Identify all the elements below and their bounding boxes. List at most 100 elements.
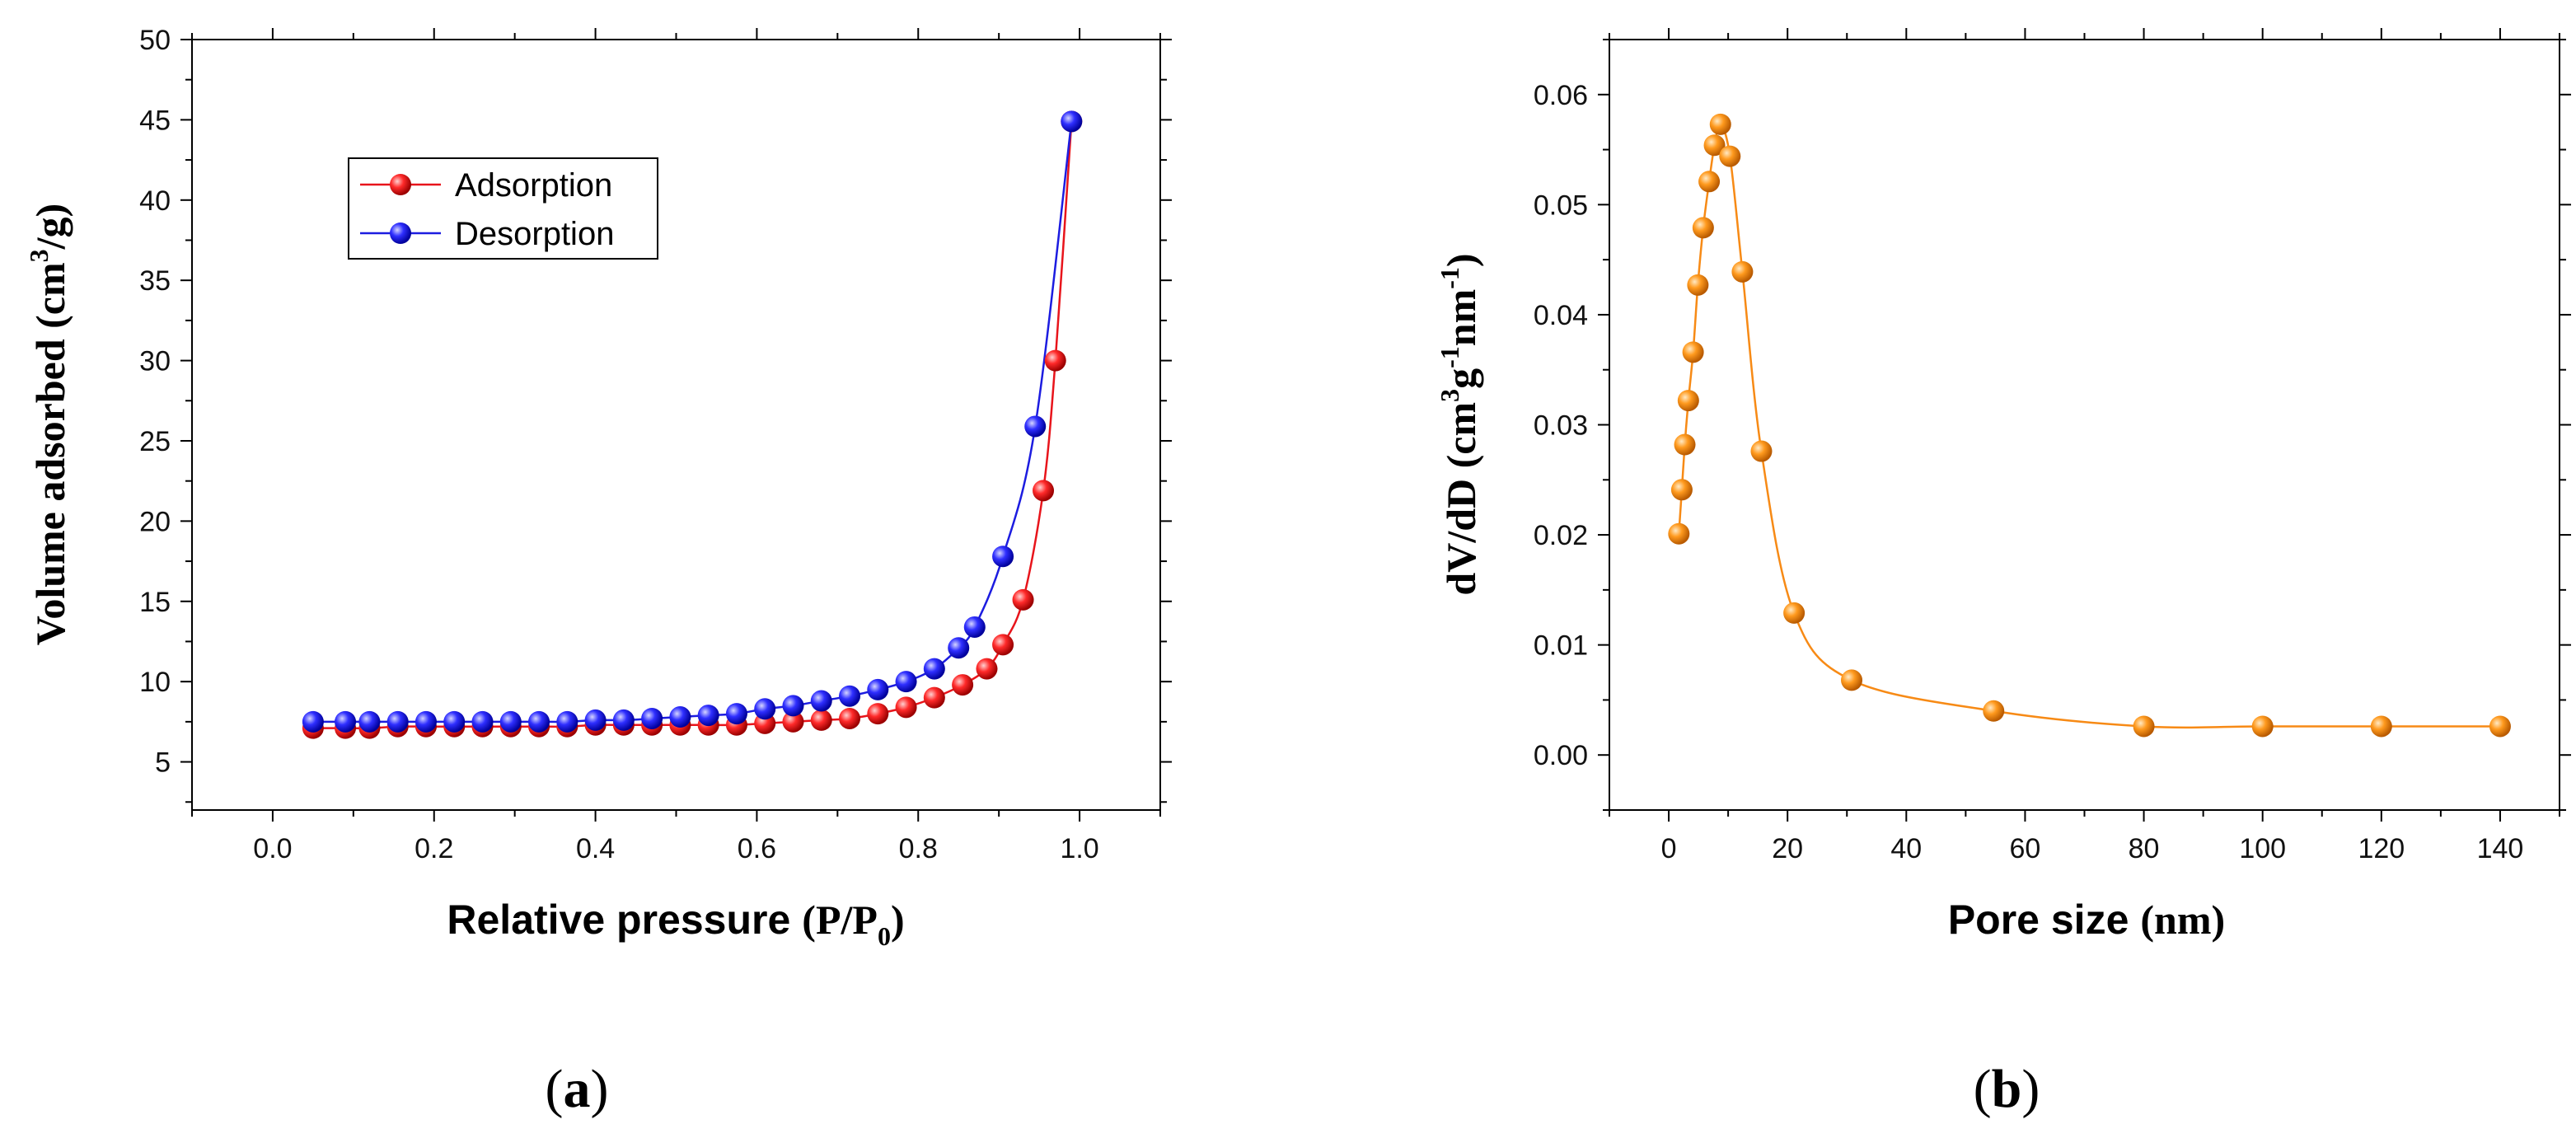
data-point-desorption [839, 685, 861, 707]
y-tick-label: 15 [139, 587, 171, 618]
data-point-desorption [923, 658, 945, 680]
legend-label-desorption: Desorption [455, 216, 614, 252]
data-point-pore-size-distribution [1731, 260, 1754, 283]
x-axis-label-a-paren: P/P [816, 897, 878, 943]
y-axis-label-a: Volume adsorbed (cm3/g) [24, 204, 73, 645]
data-point-pore-size-distribution [2133, 715, 2155, 738]
x-tick-label: 60 [2010, 833, 2041, 864]
data-point-pore-size-distribution [1668, 522, 1690, 545]
data-point-desorption [443, 710, 466, 733]
y-tick-label: 0.01 [1534, 630, 1588, 662]
data-point-adsorption [867, 703, 889, 725]
data-point-pore-size-distribution [2489, 715, 2511, 738]
data-point-desorption [725, 703, 747, 725]
y-tick-label: 30 [139, 346, 171, 377]
data-point-adsorption [782, 710, 804, 733]
y-tick-label: 5 [155, 747, 171, 779]
x-tick-label: 140 [2477, 833, 2524, 864]
data-point-adsorption [952, 674, 974, 696]
y-tick-label: 0.02 [1534, 520, 1588, 551]
y-tick-label: 0.00 [1534, 740, 1588, 771]
y-axis-label-b: dV/dD (cm3g-1nm-1) [1435, 253, 1484, 595]
y-tick-label: 25 [139, 426, 171, 457]
legend-marker-adsorption [390, 174, 411, 195]
y-axis-label-b-tail: ) [1438, 253, 1484, 267]
y-tick-label: 10 [139, 667, 171, 698]
data-point-desorption [669, 706, 691, 728]
data-point-pore-size-distribution [1703, 134, 1726, 157]
data-point-desorption [386, 710, 409, 733]
data-point-adsorption [976, 658, 998, 680]
x-tick-label: 0.6 [738, 833, 776, 864]
data-point-pore-size-distribution [1687, 274, 1709, 296]
y-axis-label-a-sup: 3 [24, 249, 54, 262]
series-points-b [1668, 113, 2511, 738]
x-axis-label-a: Relative pressure (P/P0) [447, 897, 904, 951]
series-lines-b [1678, 123, 2500, 729]
data-point-desorption [584, 709, 607, 731]
x-axis-ticks-b: 0 20 40 60 80 100 120 140 [1609, 28, 2560, 864]
data-point-adsorption [1012, 588, 1034, 611]
y-tick-label: 50 [139, 25, 171, 56]
data-point-desorption [1024, 415, 1047, 438]
data-point-pore-size-distribution [1677, 390, 1699, 412]
data-point-pore-size-distribution [2251, 715, 2274, 738]
data-point-desorption [754, 698, 776, 720]
data-point-adsorption [1033, 480, 1055, 502]
data-point-pore-size-distribution [1692, 217, 1714, 239]
data-point-adsorption [923, 686, 945, 709]
x-axis-label-a-sub: 0 [878, 921, 891, 951]
data-point-desorption [992, 546, 1014, 568]
x-tick-label: 0.0 [253, 833, 292, 864]
data-point-pore-size-distribution [1983, 700, 2005, 722]
data-point-desorption [641, 707, 663, 729]
data-point-desorption [358, 710, 381, 733]
data-point-adsorption [1044, 349, 1066, 372]
data-point-pore-size-distribution [1682, 341, 1704, 363]
y-axis-label-b-sup1: 3 [1435, 389, 1464, 402]
plot-frame-b [1609, 39, 2560, 811]
x-tick-label: 0.4 [576, 833, 615, 864]
data-point-desorption [1061, 110, 1083, 133]
data-point-pore-size-distribution [2370, 715, 2392, 738]
x-tick-label: 20 [1772, 833, 1803, 864]
y-axis-label-b-sup3: -1 [1435, 267, 1464, 289]
data-point-adsorption [895, 696, 917, 719]
data-point-pore-size-distribution [1709, 113, 1731, 135]
y-tick-label: 20 [139, 506, 171, 537]
x-tick-label: 0.2 [415, 833, 453, 864]
data-point-pore-size-distribution [1670, 479, 1693, 501]
data-point-pore-size-distribution [1698, 171, 1721, 193]
data-point-desorption [895, 671, 917, 693]
series-line-pore-size-distribution [1678, 123, 2500, 729]
panel-label-b: (b) [1974, 1059, 2040, 1119]
data-point-pore-size-distribution [1719, 145, 1741, 167]
data-point-desorption [302, 710, 324, 733]
data-point-desorption [810, 690, 832, 712]
x-axis-ticks-a: 0.0 0.2 0.4 0.6 0.8 1.0 [191, 28, 1161, 864]
data-point-desorption [415, 710, 437, 733]
data-point-desorption [471, 710, 494, 733]
y-tick-label: 0.04 [1534, 300, 1588, 331]
x-tick-label: 0 [1661, 833, 1677, 864]
y-axis-ticks-a: 5 10 15 20 25 30 35 40 45 50 [139, 25, 1172, 803]
y-axis-ticks-b: 0.00 0.01 0.02 0.03 0.04 0.05 0.06 [1534, 39, 2571, 811]
panel-label-a: (a) [546, 1059, 609, 1119]
y-tick-label: 40 [139, 185, 171, 217]
y-tick-label: 0.03 [1534, 410, 1588, 442]
data-point-adsorption [839, 707, 861, 729]
data-point-desorption [612, 709, 635, 731]
data-point-desorption [963, 616, 986, 638]
data-point-adsorption [992, 634, 1014, 656]
x-tick-label: 0.8 [899, 833, 938, 864]
data-point-pore-size-distribution [1841, 669, 1863, 691]
y-axis-label-a-main: Volume adsorbed (cm [27, 262, 73, 645]
data-point-desorption [782, 695, 804, 717]
data-point-desorption [867, 678, 889, 700]
plot-frame-a [191, 39, 1161, 811]
data-point-pore-size-distribution [1674, 433, 1696, 456]
series-points-a [302, 110, 1083, 739]
data-point-pore-size-distribution [1750, 440, 1773, 462]
